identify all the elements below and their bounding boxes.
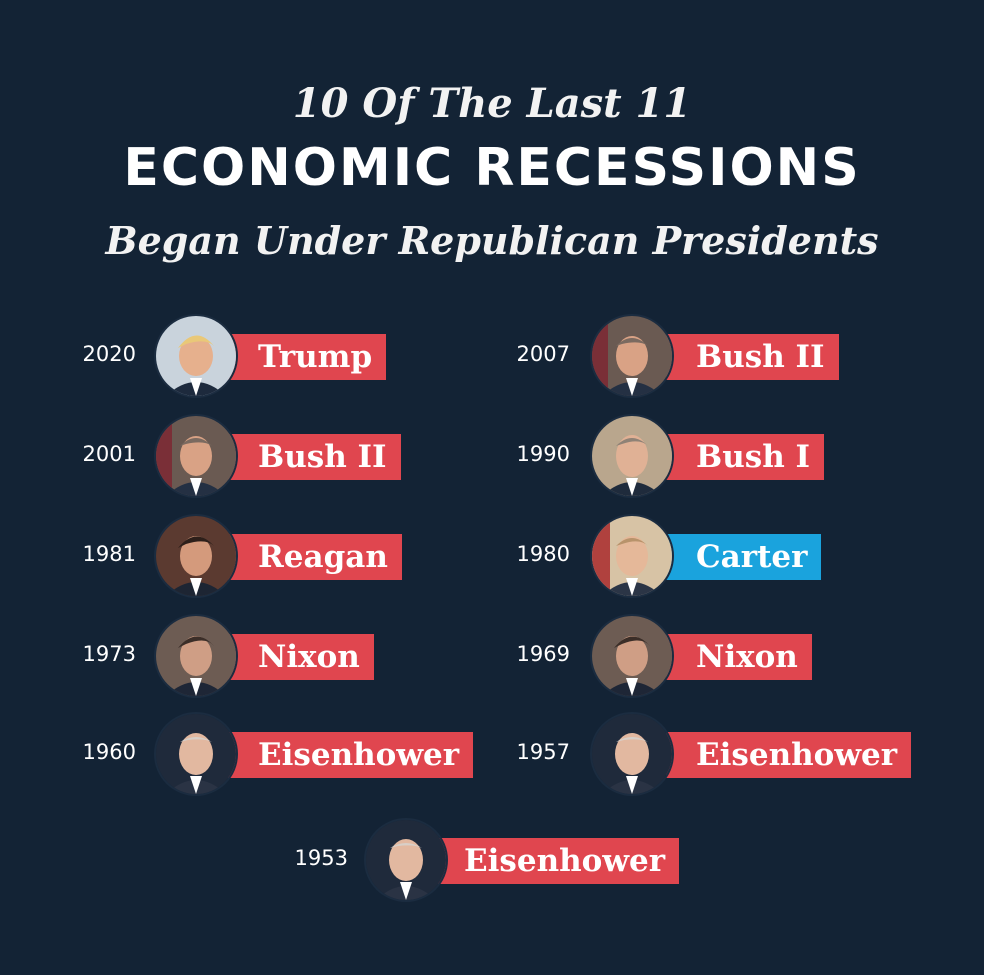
year-label: 1957 xyxy=(516,740,570,764)
president-label: Bush I xyxy=(666,434,825,480)
year-label: 2001 xyxy=(82,442,136,466)
year-label: 1990 xyxy=(516,442,570,466)
year-label: 1981 xyxy=(82,542,136,566)
president-portrait xyxy=(156,714,236,794)
portrait-bush-ii-icon xyxy=(592,316,672,396)
portrait-eisenhower-icon xyxy=(156,714,236,794)
year-label: 1960 xyxy=(82,740,136,764)
year-label: 2020 xyxy=(82,342,136,366)
president-label: Eisenhower xyxy=(666,732,912,778)
president-label: Eisenhower xyxy=(228,732,474,778)
president-label: Reagan xyxy=(228,534,402,580)
year-label: 1973 xyxy=(82,642,136,666)
year-label: 1980 xyxy=(516,542,570,566)
president-label: Carter xyxy=(666,534,822,580)
year-label: 2007 xyxy=(516,342,570,366)
president-portrait xyxy=(156,516,236,596)
president-portrait xyxy=(592,316,672,396)
year-label: 1969 xyxy=(516,642,570,666)
president-portrait xyxy=(156,316,236,396)
president-label: Trump xyxy=(228,334,387,380)
president-portrait xyxy=(592,416,672,496)
president-portrait xyxy=(156,416,236,496)
portrait-carter-icon xyxy=(592,516,672,596)
title-line-1: 10 Of The Last 11 xyxy=(292,80,692,127)
portrait-nixon-icon xyxy=(156,616,236,696)
year-label: 1953 xyxy=(294,846,348,870)
president-label: Bush II xyxy=(228,434,401,480)
title-headline: ECONOMIC RECESSIONS xyxy=(123,138,861,198)
president-portrait xyxy=(156,616,236,696)
title-line-3: Began Under Republican Presidents xyxy=(105,218,879,263)
president-portrait xyxy=(592,516,672,596)
president-portrait xyxy=(592,714,672,794)
portrait-eisenhower-icon xyxy=(366,820,446,900)
president-label: Nixon xyxy=(666,634,812,680)
portrait-bush-i-icon xyxy=(592,416,672,496)
portrait-trump-icon xyxy=(156,316,236,396)
portrait-eisenhower-icon xyxy=(592,714,672,794)
president-label: Bush II xyxy=(666,334,839,380)
president-portrait xyxy=(592,616,672,696)
portrait-nixon-icon xyxy=(592,616,672,696)
president-label: Nixon xyxy=(228,634,374,680)
portrait-reagan-icon xyxy=(156,516,236,596)
president-portrait xyxy=(366,820,446,900)
portrait-bush-ii-icon xyxy=(156,416,236,496)
president-label: Eisenhower xyxy=(434,838,680,884)
